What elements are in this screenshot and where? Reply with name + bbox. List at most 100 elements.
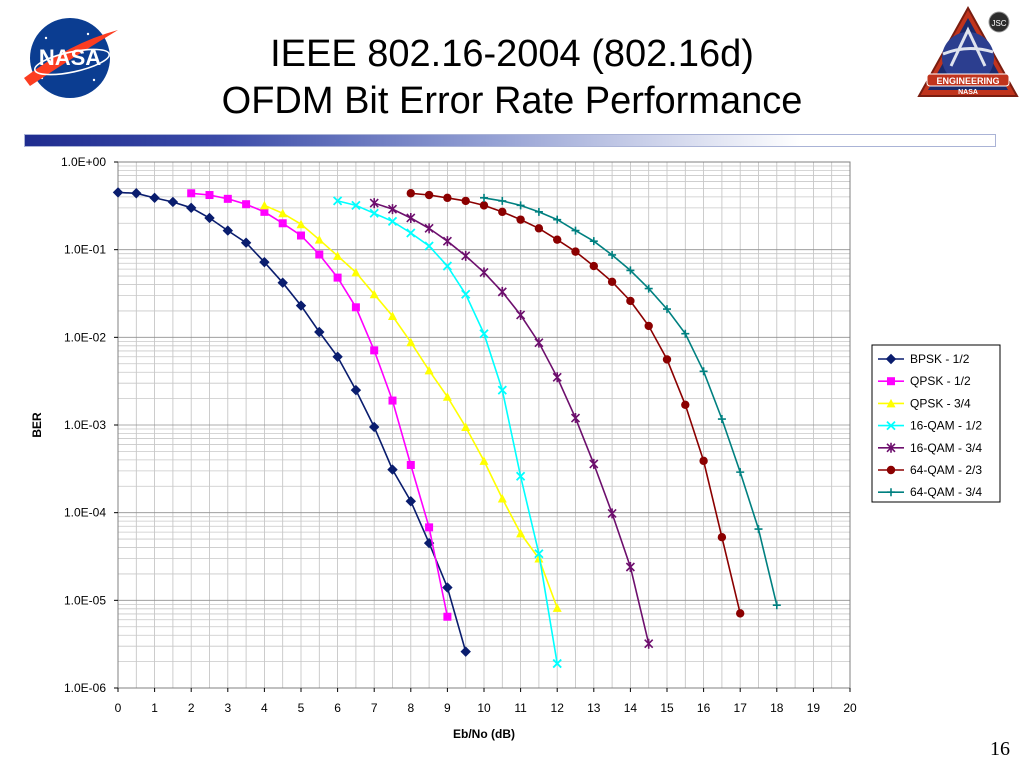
data-point: [644, 284, 653, 293]
data-point: [754, 525, 763, 534]
series-64-qam-2-3: [406, 189, 745, 618]
legend-marker: [887, 377, 895, 386]
data-point: [534, 224, 544, 233]
data-point: [131, 188, 142, 199]
data-point: [314, 326, 325, 338]
data-point: [185, 202, 197, 214]
data-point: [644, 321, 653, 331]
legend-label: BPSK - 1/2: [910, 352, 970, 366]
data-point: [681, 329, 690, 338]
data-point: [240, 237, 252, 248]
y-tick-label: 1.0E+00: [61, 155, 106, 169]
data-point: [369, 208, 379, 218]
data-point: [608, 250, 617, 259]
data-point: [460, 646, 471, 657]
legend-item: QPSK - 1/2: [878, 374, 971, 388]
x-tick-label: 9: [444, 701, 451, 715]
data-point: [278, 208, 288, 218]
data-point: [497, 286, 507, 297]
data-point: [626, 266, 635, 275]
data-point: [534, 207, 543, 216]
legend-label: 64-QAM - 2/3: [910, 463, 982, 477]
data-point: [699, 367, 708, 376]
data-point: [516, 528, 526, 538]
legend-label: QPSK - 1/2: [910, 374, 971, 388]
data-point: [663, 305, 671, 314]
data-point: [112, 187, 124, 198]
jsc-engineering-logo: JSC ENGINEERING NASA: [917, 5, 1019, 97]
y-tick-label: 1.0E-02: [64, 330, 106, 344]
data-point: [277, 277, 288, 288]
series-64-qam-3-4: [480, 193, 781, 610]
data-point: [351, 200, 361, 211]
data-point: [589, 458, 599, 469]
data-point: [553, 215, 562, 224]
data-point: [479, 329, 489, 339]
data-point: [388, 396, 397, 405]
data-point: [242, 200, 251, 209]
data-point: [406, 460, 415, 469]
data-point: [424, 190, 434, 200]
data-point: [589, 261, 598, 271]
data-point: [406, 189, 415, 198]
data-point: [406, 337, 416, 347]
data-point: [479, 267, 489, 278]
slide-number: 16: [990, 738, 1010, 760]
x-tick-label: 10: [477, 701, 491, 715]
data-point: [736, 468, 745, 477]
data-point: [534, 337, 544, 348]
legend-item: 16-QAM - 1/2: [878, 419, 982, 433]
data-point: [607, 277, 617, 286]
data-point: [387, 204, 398, 215]
data-point: [149, 192, 160, 204]
x-tick-label: 6: [334, 701, 341, 715]
data-point: [571, 247, 580, 256]
data-point: [187, 189, 196, 198]
x-tick-label: 11: [514, 701, 527, 715]
data-point: [332, 196, 343, 206]
nasa-logo: NASA: [24, 18, 118, 98]
data-point: [662, 355, 672, 364]
data-point: [167, 196, 179, 208]
data-point: [204, 212, 215, 224]
data-point: [296, 219, 306, 229]
data-point: [625, 562, 635, 573]
axis-ticks: 0 1 2 3 4 5 6 7 8 9 10 11 12 13 14 15 16 17 18 19 201.0E+001…: [61, 155, 857, 715]
data-point: [295, 300, 307, 311]
y-tick-label: 1.0E-01: [64, 243, 106, 257]
legend: BPSK - 1/2 QPSK - 1/2 QPSK - 3/4 16-QAM - 1…: [871, 344, 1001, 503]
data-point: [644, 638, 654, 649]
data-point: [699, 456, 708, 466]
x-tick-label: 1: [151, 701, 158, 715]
data-point: [387, 464, 398, 475]
data-point: [368, 421, 380, 433]
x-tick-label: 3: [224, 701, 231, 715]
data-point: [260, 207, 269, 216]
data-point: [425, 523, 434, 532]
data-point: [461, 250, 471, 261]
series-qpsk-1-2: [187, 189, 452, 621]
data-point: [516, 215, 525, 224]
series-16-qam-3-4: [369, 198, 654, 649]
legend-marker: [886, 398, 896, 408]
series-line: [373, 202, 650, 644]
data-point: [681, 400, 690, 409]
y-tick-label: 1.0E-03: [64, 418, 106, 432]
data-point: [552, 603, 562, 612]
x-tick-label: 2: [188, 701, 195, 715]
data-point: [406, 228, 416, 238]
data-point: [351, 303, 360, 312]
data-point: [369, 198, 379, 209]
legend-marker: [886, 420, 896, 431]
legend-item: 64-QAM - 3/4: [878, 485, 982, 499]
data-point: [405, 496, 417, 507]
data-point: [315, 250, 324, 259]
data-point: [424, 223, 434, 234]
data-point: [717, 532, 727, 542]
x-tick-label: 7: [371, 701, 378, 715]
x-tick-label: 18: [770, 701, 784, 715]
data-point: [442, 261, 453, 271]
data-point: [388, 311, 397, 321]
data-point: [626, 296, 635, 306]
